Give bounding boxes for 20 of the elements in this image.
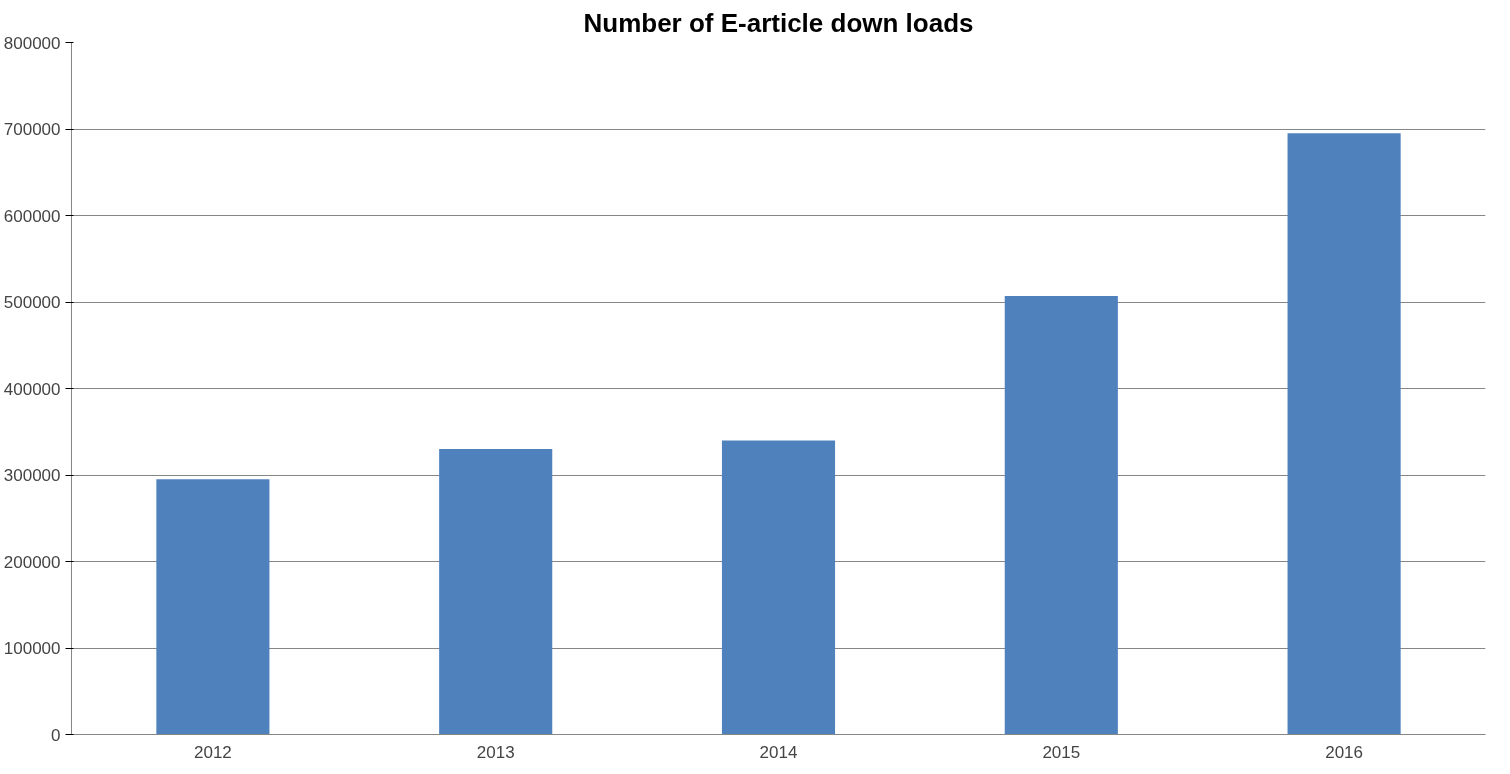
y-tick-label: 800000	[3, 33, 61, 53]
y-tick-label: 300000	[3, 466, 61, 485]
y-tick-label: 0	[51, 725, 61, 745]
y-tick-label: 500000	[3, 293, 61, 312]
x-tick-label: 2014	[759, 742, 798, 762]
x-tick-label: 2016	[1325, 742, 1364, 762]
x-tick-label: 2015	[1042, 742, 1081, 762]
bar	[721, 440, 836, 735]
x-tick-label: 2012	[193, 742, 232, 762]
y-tick-label: 400000	[3, 379, 61, 399]
bar	[1287, 133, 1401, 735]
y-tick-label: 700000	[3, 120, 61, 139]
chart-title: Number of E-article down loads	[583, 7, 974, 38]
bar	[156, 479, 270, 735]
bar	[1004, 295, 1118, 735]
bar	[439, 449, 553, 735]
x-tick-label: 2013	[476, 742, 515, 762]
y-tick-label: 600000	[3, 206, 61, 226]
y-tick-label: 100000	[3, 639, 61, 658]
y-tick-label: 200000	[3, 552, 61, 572]
